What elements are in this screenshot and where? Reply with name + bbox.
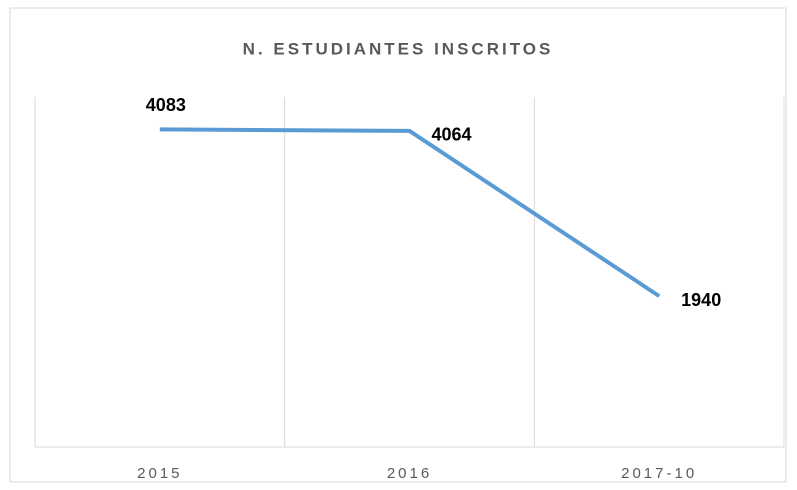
chart-border	[9, 7, 787, 483]
x-tick-label: 2017-10	[621, 465, 697, 482]
chart-title: N. ESTUDIANTES INSCRITOS	[243, 39, 554, 58]
line-series	[159, 127, 661, 298]
x-tick-label: 2015	[137, 465, 182, 482]
data-label: 1940	[681, 290, 721, 310]
data-label: 4064	[432, 125, 472, 145]
x-tick-label: 2016	[387, 465, 432, 482]
data-label: 4083	[146, 95, 186, 115]
